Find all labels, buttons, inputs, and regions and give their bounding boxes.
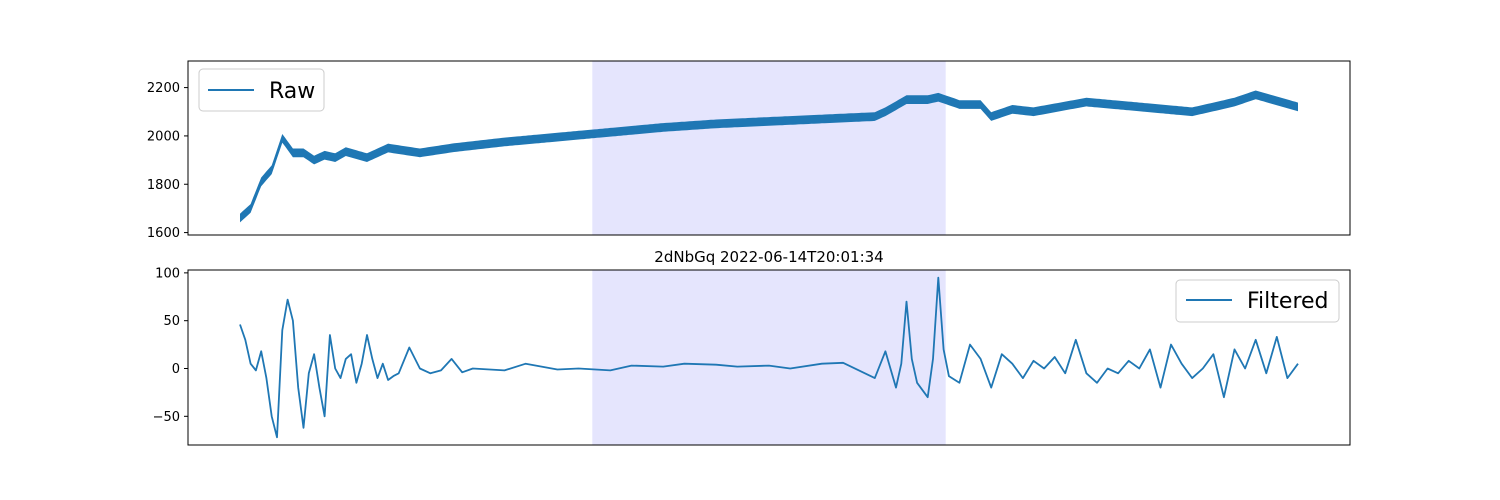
filtered-subplot: 2dNbGq 2022-06-14T20:01:34 −50 0 50 100 Fil… xyxy=(153,248,1351,446)
filtered-legend: Filtered xyxy=(1175,279,1340,323)
y-tick-label: −50 xyxy=(153,410,180,425)
raw-legend-label: Raw xyxy=(269,79,315,104)
filtered-legend-box xyxy=(1175,279,1340,323)
raw-y-axis: 1600 1800 2000 2200 xyxy=(147,81,188,241)
raw-subplot: 1600 1800 2000 2200 Raw xyxy=(147,60,1351,241)
filtered-y-axis: −50 0 50 100 xyxy=(153,266,188,425)
y-tick-label: 2000 xyxy=(147,129,180,144)
raw-legend-box xyxy=(198,68,325,112)
filtered-series-line xyxy=(239,276,1299,439)
y-tick-label: 2200 xyxy=(147,81,180,96)
y-tick-label: 100 xyxy=(155,266,180,281)
y-tick-label: 50 xyxy=(163,314,180,329)
raw-highlight-span xyxy=(592,61,946,235)
y-tick-label: 1800 xyxy=(147,178,180,193)
raw-axes-frame xyxy=(187,60,1351,236)
filtered-legend-label: Filtered xyxy=(1247,289,1329,314)
raw-legend: Raw xyxy=(198,68,325,112)
y-tick-label: 1600 xyxy=(147,226,180,241)
filtered-highlight-span xyxy=(592,270,946,445)
filtered-axes-frame xyxy=(187,269,1351,446)
y-tick-label: 0 xyxy=(172,362,180,377)
filtered-chart-title: 2dNbGq 2022-06-14T20:01:34 xyxy=(654,248,883,266)
